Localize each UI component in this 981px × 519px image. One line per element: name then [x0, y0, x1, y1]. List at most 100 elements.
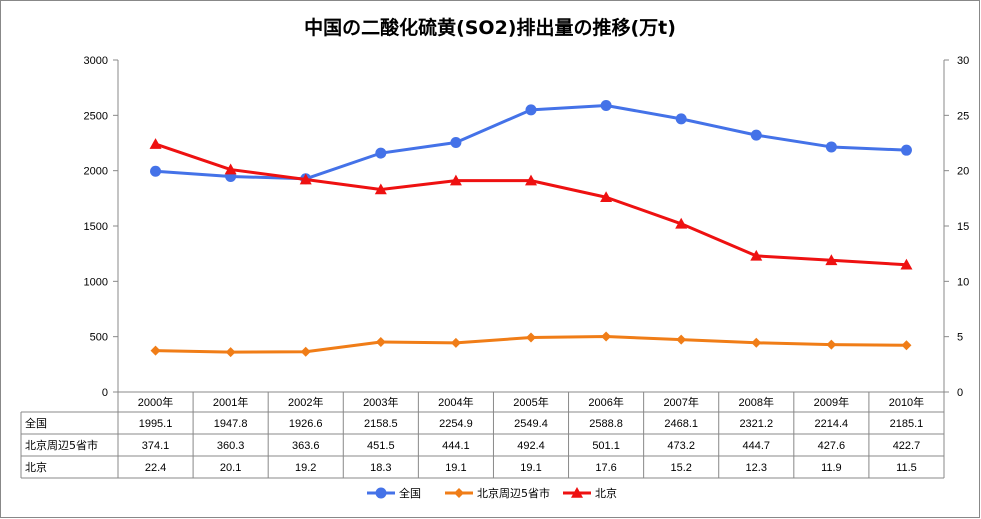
left-tick-label: 2500 — [84, 110, 108, 122]
data-point — [675, 113, 687, 125]
data-point — [826, 339, 837, 350]
x-tick-label: 2008年 — [739, 395, 774, 409]
data-point — [675, 217, 688, 229]
data-table: 2000年 2001年 2002年 2003年 2004年 2005年 2006年 2007年… — [20, 391, 945, 479]
data-point — [374, 183, 387, 195]
data-label: 1926.6 — [289, 418, 323, 430]
data-label: 15.2 — [670, 462, 691, 474]
data-point — [600, 191, 613, 203]
data-label: 2158.5 — [364, 418, 398, 430]
data-label: 427.6 — [818, 440, 846, 452]
left-tick-label: 3000 — [84, 55, 108, 67]
left-tick-label: 1500 — [84, 221, 108, 233]
legend-label: 北京周辺5省市 — [477, 486, 550, 500]
data-point — [600, 100, 612, 112]
data-point — [825, 141, 837, 153]
data-label: 360.3 — [217, 440, 245, 452]
data-label: 22.4 — [145, 462, 166, 474]
data-label: 374.1 — [142, 440, 170, 452]
x-tick-label: 2002年 — [288, 395, 323, 409]
data-point — [450, 136, 462, 148]
data-label: 444.1 — [442, 440, 470, 452]
data-label: 1947.8 — [214, 418, 248, 430]
legend-marker — [571, 487, 583, 498]
data-label: 17.6 — [595, 462, 616, 474]
data-point — [601, 331, 612, 342]
legend: 全国 北京周辺5省市 北京 — [367, 486, 617, 500]
data-label: 501.1 — [592, 440, 620, 452]
data-label: 2468.1 — [664, 418, 698, 430]
right-tick-label: 20 — [957, 166, 969, 178]
left-tick-label: 500 — [90, 332, 108, 344]
right-tick-label: 15 — [957, 221, 969, 233]
data-label: 2254.9 — [439, 418, 473, 430]
data-label: 19.1 — [445, 462, 466, 474]
data-point — [751, 337, 762, 348]
table-row-label: 北京 — [25, 460, 47, 474]
x-tick-label: 2009年 — [814, 395, 849, 409]
data-point — [150, 345, 161, 356]
legend-label: 北京 — [595, 486, 617, 500]
data-point — [300, 346, 311, 357]
data-label: 492.4 — [517, 440, 545, 452]
left-tick-label: 0 — [102, 387, 108, 399]
x-tick-label: 2004年 — [438, 395, 473, 409]
data-label: 19.1 — [520, 462, 541, 474]
plot-area — [149, 100, 913, 358]
data-label: 473.2 — [667, 440, 695, 452]
right-tick-label: 10 — [957, 276, 969, 288]
data-label: 18.3 — [370, 462, 391, 474]
right-tick-label: 30 — [957, 55, 969, 67]
data-label: 2185.1 — [890, 418, 924, 430]
right-tick-label: 25 — [957, 110, 969, 122]
x-tick-label: 2001年 — [213, 395, 248, 409]
data-label: 20.1 — [220, 462, 241, 474]
data-point — [525, 104, 537, 116]
data-label: 12.3 — [746, 462, 767, 474]
data-point — [150, 165, 162, 177]
data-point — [900, 258, 913, 270]
left-tick-label: 2000 — [84, 166, 108, 178]
data-point — [299, 173, 312, 185]
legend-marker — [375, 487, 387, 499]
data-point — [525, 174, 537, 186]
data-label: 1995.1 — [139, 418, 173, 430]
data-point — [225, 347, 236, 358]
data-label: 451.5 — [367, 440, 395, 452]
table-row-label: 全国 — [25, 416, 47, 430]
data-point — [450, 337, 461, 348]
x-tick-label: 2000年 — [138, 395, 173, 409]
right-tick-label: 0 — [957, 387, 963, 399]
axes: 0 500 1000 1500 2000 2500 3000 0 5 10 15 20 25 30 — [84, 55, 970, 399]
data-point — [375, 337, 386, 348]
data-point — [526, 332, 536, 343]
legend-marker — [454, 488, 464, 498]
chart-title: 中国の二酸化硫黄(SO2)排出量の推移(万t) — [304, 16, 676, 39]
data-label: 363.6 — [292, 440, 320, 452]
data-label: 2588.8 — [589, 418, 623, 430]
legend-label: 全国 — [399, 486, 421, 500]
data-point — [676, 334, 687, 345]
data-point — [825, 254, 838, 266]
data-point — [375, 147, 387, 159]
left-tick-label: 1000 — [84, 276, 108, 288]
x-tick-label: 2010年 — [889, 395, 924, 409]
data-point — [750, 249, 763, 261]
x-tick-label: 2006年 — [588, 395, 623, 409]
x-tick-label: 2003年 — [363, 395, 398, 409]
data-point — [149, 138, 162, 149]
x-tick-label: 2005年 — [513, 395, 548, 409]
data-label: 2549.4 — [514, 418, 548, 430]
data-point — [750, 129, 762, 141]
data-point — [449, 174, 462, 186]
data-label: 11.9 — [821, 462, 842, 474]
x-tick-label: 2007年 — [663, 395, 698, 409]
data-label: 2214.4 — [815, 418, 849, 430]
table-row-label: 北京周辺5省市 — [25, 438, 98, 452]
data-label: 422.7 — [893, 440, 921, 452]
data-label: 11.5 — [896, 462, 917, 474]
data-point — [224, 163, 237, 175]
data-point — [901, 340, 912, 351]
data-label: 444.7 — [743, 440, 771, 452]
